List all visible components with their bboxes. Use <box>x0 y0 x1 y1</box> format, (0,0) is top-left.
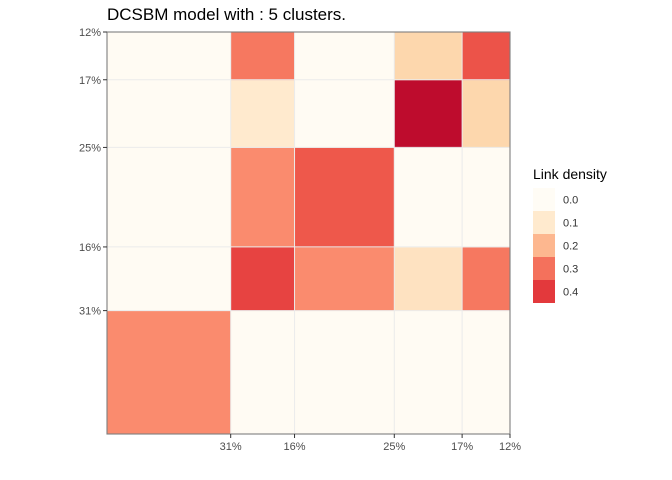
heatmap-cell-0-4 <box>462 310 511 435</box>
heatmap-cell-2-2 <box>294 147 395 248</box>
heatmap-cell-0-1 <box>230 310 295 435</box>
y-axis-ticks: 12% 17% 25% 16% 31% <box>79 27 107 318</box>
heatmap-cell-1-0 <box>107 246 232 312</box>
plot-border <box>106 31 511 435</box>
x-tick-label: 16% <box>284 441 306 453</box>
legend-label: 0.2 <box>563 241 578 253</box>
heatmap-cell-4-3 <box>394 32 463 81</box>
heatmap-cell-1-4 <box>462 246 511 312</box>
legend-label: 0.0 <box>563 195 578 207</box>
x-tick-label: 17% <box>451 441 473 453</box>
y-tick-label: 12% <box>79 27 101 39</box>
legend-swatch <box>533 234 555 257</box>
heatmap-cell-3-4 <box>462 79 511 148</box>
heatmap-cell-3-3 <box>394 79 463 148</box>
legend-label: 0.3 <box>563 264 578 276</box>
heatmap-cell-1-2 <box>294 246 395 312</box>
heatmap-cell-3-0 <box>107 79 232 148</box>
x-tick-label: 12% <box>499 441 521 453</box>
x-tick-label: 31% <box>220 441 242 453</box>
heatmap-cell-4-0 <box>107 32 232 81</box>
legend-title: Link density <box>533 166 607 182</box>
y-tick-label: 17% <box>79 75 101 87</box>
heatmap-cell-2-0 <box>107 147 232 248</box>
y-tick-label: 16% <box>79 242 101 254</box>
heatmap-cell-1-1 <box>230 246 295 312</box>
heatmap-cell-0-3 <box>394 310 463 435</box>
legend-swatch <box>533 280 555 303</box>
x-axis-ticks: 31% 16% 25% 17% 12% <box>220 434 521 453</box>
chart-title: DCSBM model with : 5 clusters. <box>107 5 346 24</box>
heatmap-cell-4-4 <box>462 32 511 81</box>
legend-label: 0.4 <box>563 287 578 299</box>
heatmap-cell-3-2 <box>294 79 395 148</box>
heatmap-cell-2-4 <box>462 147 511 248</box>
heatmap-cell-4-1 <box>230 32 295 81</box>
heatmap-cell-2-1 <box>230 147 295 248</box>
y-tick-label: 31% <box>79 306 101 318</box>
x-tick-label: 25% <box>383 441 405 453</box>
legend: Link density 0.0 0.1 0.2 0.3 0.4 <box>533 166 607 303</box>
legend-swatch <box>533 211 555 234</box>
plot-area <box>106 31 511 435</box>
heatmap-cell-3-1 <box>230 79 295 148</box>
legend-label: 0.1 <box>563 218 578 230</box>
legend-swatch <box>533 257 555 280</box>
heatmap-cell-0-2 <box>294 310 395 435</box>
heatmap-cell-4-2 <box>294 32 395 81</box>
y-tick-label: 25% <box>79 142 101 154</box>
legend-keys: 0.0 0.1 0.2 0.3 0.4 <box>533 188 578 303</box>
legend-swatch <box>533 188 555 211</box>
heatmap-cell-2-3 <box>394 147 463 248</box>
heatmap-cell-0-0 <box>107 310 232 435</box>
heatmap-cell-1-3 <box>394 246 463 312</box>
